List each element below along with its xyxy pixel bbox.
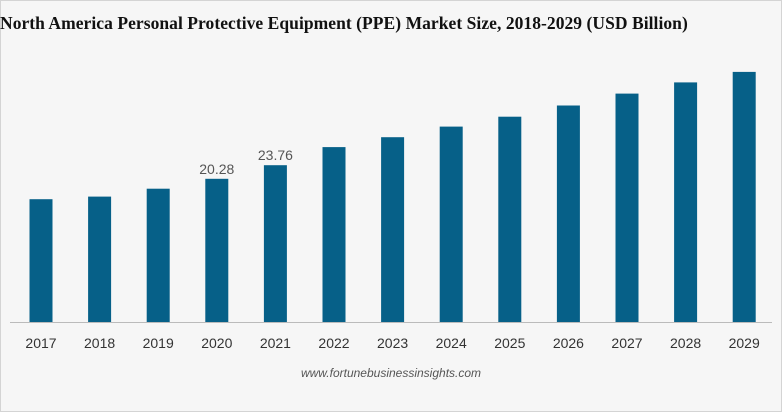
bar-2019 bbox=[146, 188, 170, 322]
bar-2017 bbox=[29, 199, 53, 322]
x-tick-2022: 2022 bbox=[318, 335, 349, 351]
bar-2023 bbox=[381, 137, 405, 322]
x-tick-labels: 2017 2018 2019 2020 2021 2022 2023 2024 2025 2026… bbox=[25, 335, 760, 351]
x-tick-2029: 2029 bbox=[729, 335, 760, 351]
chart-title: North America Personal Protective Equipm… bbox=[0, 13, 688, 33]
data-label-2020: 20.28 bbox=[199, 161, 234, 177]
data-labels: 20.28 23.76 bbox=[199, 147, 293, 177]
bar-2018 bbox=[88, 196, 112, 322]
x-tick-2027: 2027 bbox=[611, 335, 642, 351]
x-tick-2019: 2019 bbox=[143, 335, 174, 351]
data-label-2021: 23.76 bbox=[258, 147, 293, 163]
source-text: www.fortunebusinessinsights.com bbox=[300, 366, 482, 380]
bar-2026 bbox=[556, 105, 580, 322]
bar-2029 bbox=[732, 71, 756, 323]
x-tick-2026: 2026 bbox=[553, 335, 584, 351]
bar-2027 bbox=[615, 93, 639, 322]
x-tick-2021: 2021 bbox=[260, 335, 291, 351]
x-tick-2028: 2028 bbox=[670, 335, 701, 351]
x-tick-2024: 2024 bbox=[436, 335, 467, 351]
x-tick-2023: 2023 bbox=[377, 335, 408, 351]
x-tick-2025: 2025 bbox=[494, 335, 525, 351]
bar-2024 bbox=[439, 126, 463, 322]
bar-2028 bbox=[674, 82, 698, 323]
bar-2020 bbox=[205, 178, 229, 322]
bar-2021 bbox=[263, 165, 287, 322]
x-tick-2018: 2018 bbox=[84, 335, 115, 351]
bar-2025 bbox=[498, 116, 522, 322]
x-tick-2017: 2017 bbox=[25, 335, 56, 351]
x-tick-2020: 2020 bbox=[201, 335, 232, 351]
bar-2022 bbox=[322, 147, 346, 322]
bars-group bbox=[29, 71, 756, 323]
